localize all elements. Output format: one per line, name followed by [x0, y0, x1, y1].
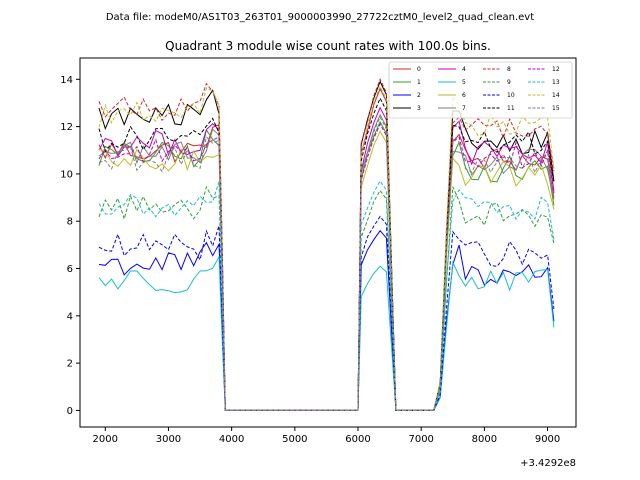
legend-label-0: 0	[417, 66, 421, 73]
y-tick-label: 6	[67, 264, 73, 275]
series-line-7	[98, 113, 555, 411]
series-line-15	[98, 115, 555, 411]
plot-frame	[79, 57, 577, 428]
legend-box	[388, 61, 573, 119]
series-line-9	[98, 185, 555, 411]
series-line-4	[98, 106, 555, 411]
legend-label-12: 12	[552, 66, 560, 73]
y-tick-label: 12	[60, 122, 73, 133]
series-line-6	[98, 130, 555, 411]
legend-label-9: 9	[507, 79, 511, 86]
legend-label-4: 4	[462, 66, 466, 73]
legend-label-3: 3	[417, 105, 421, 112]
series-line-5	[98, 255, 555, 411]
legend-label-13: 13	[552, 79, 560, 86]
x-tick-label: 5000	[282, 434, 307, 445]
y-tick-label: 0	[67, 406, 73, 417]
x-tick-label: 7000	[408, 434, 433, 445]
legend-label-6: 6	[462, 92, 466, 99]
series-line-14	[98, 85, 555, 411]
series-line-2	[98, 229, 555, 411]
suptitle: Data file: modeM0/AS1T03_263T01_90000039…	[106, 12, 534, 23]
legend-label-5: 5	[462, 79, 466, 86]
x-tick-label: 9000	[535, 434, 560, 445]
chart-title: Quadrant 3 module wise count rates with …	[165, 39, 491, 53]
legend-label-15: 15	[552, 105, 560, 112]
x-tick-label: 6000	[345, 434, 370, 445]
plot-lines	[98, 78, 555, 411]
legend-label-11: 11	[507, 105, 515, 112]
series-line-13	[98, 180, 555, 411]
legend-label-8: 8	[507, 66, 511, 73]
series-line-8	[98, 78, 555, 411]
series-line-12	[98, 123, 555, 411]
y-tick-label: 14	[60, 75, 73, 86]
x-tick-label: 2000	[93, 434, 118, 445]
x-axis: 2000 3000 4000 5000 6000 7000 8000 9000	[93, 427, 560, 445]
legend-label-14: 14	[552, 92, 560, 99]
y-tick-label: 10	[60, 169, 73, 180]
y-tick-label: 4	[67, 311, 73, 322]
legend-label-10: 10	[507, 92, 515, 99]
legend-label-2: 2	[417, 92, 421, 99]
x-tick-label: 3000	[156, 434, 181, 445]
legend-label-1: 1	[417, 79, 421, 86]
legend-label-7: 7	[462, 105, 466, 112]
x-tick-label: 4000	[219, 434, 244, 445]
series-line-10	[98, 215, 555, 411]
y-axis: 0 2 4 6 8 10 12 14	[60, 75, 80, 417]
series-line-11	[98, 96, 555, 411]
x-tick-label: 8000	[472, 434, 497, 445]
y-tick-label: 8	[67, 217, 73, 228]
y-tick-label: 2	[67, 359, 73, 370]
x-offset-label: +3.4292e8	[520, 458, 576, 469]
